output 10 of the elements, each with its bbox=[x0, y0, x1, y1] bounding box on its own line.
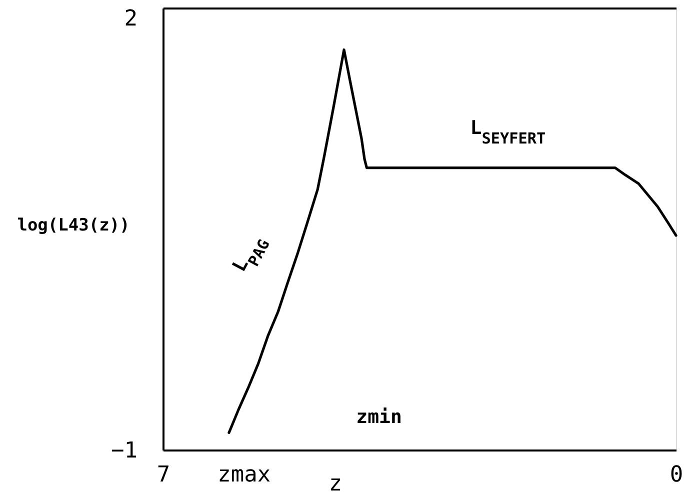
line-series bbox=[228, 48, 678, 434]
x-axis-title: z bbox=[328, 472, 342, 496]
x-tick-label: 7 bbox=[156, 462, 170, 488]
x-tick-label: 0 bbox=[670, 462, 684, 488]
y-axis-title: log(L43(z)) bbox=[17, 216, 130, 236]
annotation: zmin bbox=[356, 406, 402, 428]
annotation: LPAG bbox=[228, 236, 274, 276]
y-tick-label: −1 bbox=[111, 438, 138, 464]
x-tick-label: zmax bbox=[218, 462, 271, 488]
y-tick-label: 2 bbox=[124, 6, 138, 32]
